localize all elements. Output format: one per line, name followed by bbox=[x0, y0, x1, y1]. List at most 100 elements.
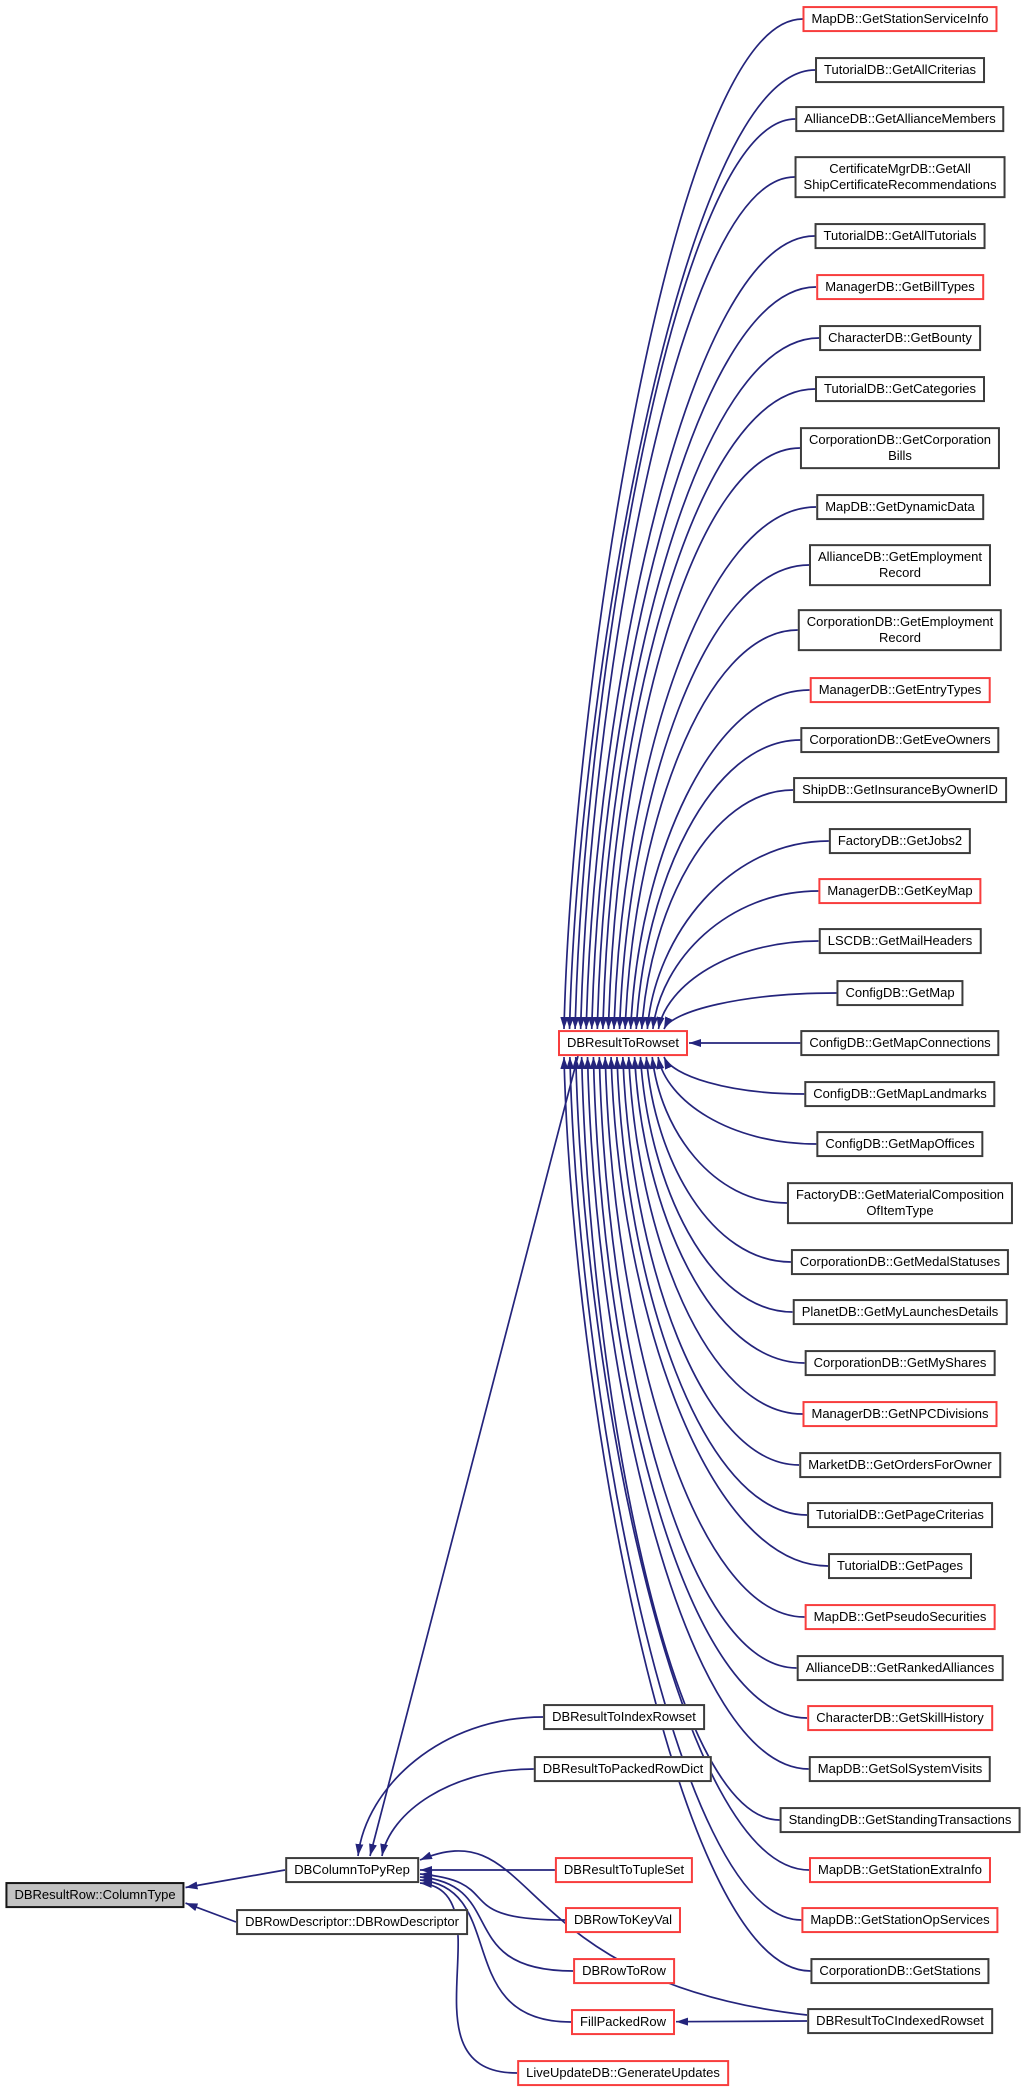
graph-node-idxrowset[interactable]: DBResultToIndexRowset bbox=[543, 1704, 705, 1730]
graph-node-packeddict[interactable]: DBResultToPackedRowDict bbox=[533, 1756, 713, 1782]
graph-node-corpemp[interactable]: CorporationDB::GetEmployment Record bbox=[797, 609, 1003, 651]
graph-node-allcrit[interactable]: TutorialDB::GetAllCriterias bbox=[815, 57, 985, 83]
graph-node-certrec[interactable]: CertificateMgrDB::GetAll ShipCertificateR… bbox=[794, 156, 1006, 198]
graph-node-label: MapDB::GetStationOpServices bbox=[810, 1912, 990, 1928]
graph-node-pages[interactable]: TutorialDB::GetPages bbox=[828, 1553, 972, 1579]
graph-node-label: Record bbox=[879, 630, 921, 645]
graph-node-label: TutorialDB::GetAllCriterias bbox=[824, 62, 976, 78]
graph-node-orders[interactable]: MarketDB::GetOrdersForOwner bbox=[799, 1452, 1001, 1478]
call-edge bbox=[599, 388, 816, 1030]
graph-node-extrainfo[interactable]: MapDB::GetStationExtraInfo bbox=[808, 1857, 992, 1883]
graph-node-stations[interactable]: CorporationDB::GetStations bbox=[810, 1958, 990, 1984]
graph-node-tupleset[interactable]: DBResultToTupleSet bbox=[554, 1857, 694, 1883]
graph-node-matcomp[interactable]: FactoryDB::GetMaterialComposition OfItemT… bbox=[786, 1182, 1014, 1224]
graph-node-pyrep[interactable]: DBColumnToPyRep bbox=[285, 1857, 419, 1883]
call-edge bbox=[572, 1056, 810, 1871]
graph-node-mailheaders[interactable]: LSCDB::GetMailHeaders bbox=[818, 928, 982, 954]
call-edge bbox=[560, 1056, 811, 1972]
graph-node-label: ConfigDB::GetMap bbox=[845, 985, 955, 1001]
graph-node-rowtorow[interactable]: DBRowToRow bbox=[573, 1958, 675, 1984]
graph-node-label: MapDB::GetStationExtraInfo bbox=[817, 1862, 983, 1878]
graph-node-corpbills[interactable]: CorporationDB::GetCorporation Bills bbox=[799, 427, 1001, 469]
graph-node-eveowners[interactable]: CorporationDB::GetEveOwners bbox=[800, 727, 1000, 753]
graph-node-launches[interactable]: PlanetDB::GetMyLaunchesDetails bbox=[792, 1299, 1008, 1325]
graph-node-opservices[interactable]: MapDB::GetStationOpServices bbox=[801, 1907, 999, 1933]
graph-node-label: DBResultToTupleSet bbox=[563, 1862, 685, 1878]
call-edge bbox=[631, 1056, 805, 1364]
graph-node-label: Bills bbox=[888, 448, 912, 463]
graph-node-mapland[interactable]: ConfigDB::GetMapLandmarks bbox=[804, 1081, 996, 1107]
graph-node-label: FillPackedRow bbox=[580, 2014, 666, 2030]
graph-node-label: CharacterDB::GetSkillHistory bbox=[816, 1710, 984, 1726]
graph-node-myshares[interactable]: CorporationDB::GetMyShares bbox=[804, 1350, 996, 1376]
graph-node-ranked[interactable]: AllianceDB::GetRankedAlliances bbox=[796, 1655, 1004, 1681]
graph-node-npcdiv[interactable]: ManagerDB::GetNPCDivisions bbox=[802, 1401, 998, 1427]
graph-node-label: ConfigDB::GetMapLandmarks bbox=[813, 1086, 987, 1102]
call-edge bbox=[656, 940, 819, 1030]
call-edge bbox=[644, 840, 830, 1030]
graph-node-entrytypes[interactable]: ManagerDB::GetEntryTypes bbox=[809, 677, 991, 703]
graph-node-label: MapDB::GetPseudoSecurities bbox=[813, 1609, 987, 1625]
graph-node-label: StandingDB::GetStandingTransactions bbox=[788, 1812, 1012, 1828]
graph-node-allemp[interactable]: AllianceDB::GetEmployment Record bbox=[808, 544, 992, 586]
graph-node-solvisits[interactable]: MapDB::GetSolSystemVisits bbox=[808, 1756, 992, 1782]
graph-node-pseudosec[interactable]: MapDB::GetPseudoSecurities bbox=[804, 1604, 996, 1630]
call-edge bbox=[355, 1716, 544, 1857]
graph-node-keymap[interactable]: ManagerDB::GetKeyMap bbox=[818, 878, 982, 904]
call-edge bbox=[663, 1056, 805, 1095]
graph-node-fillpacked[interactable]: FillPackedRow bbox=[571, 2009, 675, 2035]
graph-node-label: AllianceDB::GetEmployment bbox=[817, 549, 983, 565]
call-edge bbox=[663, 992, 837, 1030]
graph-node-insurance[interactable]: ShipDB::GetInsuranceByOwnerID bbox=[793, 777, 1007, 803]
edge-group bbox=[185, 18, 837, 2074]
graph-node-billtypes[interactable]: ManagerDB::GetBillTypes bbox=[816, 274, 984, 300]
graph-node-jobs2[interactable]: FactoryDB::GetJobs2 bbox=[828, 828, 972, 854]
graph-node-genupdates[interactable]: LiveUpdateDB::GenerateUpdates bbox=[517, 2060, 729, 2086]
graph-node-label: DBResultToIndexRowset bbox=[552, 1709, 696, 1725]
graph-node-label: TutorialDB::GetPageCriterias bbox=[816, 1507, 984, 1523]
graph-node-label: DBResultToCIndexedRowset bbox=[816, 2013, 984, 2029]
graph-node-mapconn[interactable]: ConfigDB::GetMapConnections bbox=[800, 1030, 1000, 1056]
graph-node-label: CorporationDB::GetEveOwners bbox=[809, 732, 991, 748]
call-edge bbox=[419, 1880, 518, 2074]
graph-node-label: ManagerDB::GetNPCDivisions bbox=[811, 1406, 989, 1422]
call-edge bbox=[632, 739, 801, 1030]
graph-node-label: MapDB::GetStationServiceInfo bbox=[811, 11, 989, 27]
graph-node-label: PlanetDB::GetMyLaunchesDetails bbox=[801, 1304, 999, 1320]
call-edge bbox=[589, 1056, 808, 1719]
graph-node-getmap[interactable]: ConfigDB::GetMap bbox=[836, 980, 964, 1006]
graph-node-rowdesc[interactable]: DBRowDescriptor::DBRowDescriptor bbox=[236, 1909, 468, 1935]
graph-node-standing[interactable]: StandingDB::GetStandingTransactions bbox=[779, 1807, 1021, 1833]
graph-node-keyval[interactable]: DBRowToKeyVal bbox=[564, 1907, 682, 1933]
graph-node-label: DBRowDescriptor::DBRowDescriptor bbox=[245, 1914, 459, 1930]
graph-node-allmembers[interactable]: AllianceDB::GetAllianceMembers bbox=[795, 106, 1005, 132]
call-edge bbox=[615, 564, 810, 1030]
graph-node-medal[interactable]: CorporationDB::GetMedalStatuses bbox=[790, 1249, 1010, 1275]
graph-node-label: DBRowToKeyVal bbox=[573, 1912, 673, 1928]
graph-node-svcinfo[interactable]: MapDB::GetStationServiceInfo bbox=[802, 6, 998, 32]
call-edge bbox=[619, 1056, 800, 1466]
call-edge bbox=[593, 337, 820, 1030]
graph-node-label: LSCDB::GetMailHeaders bbox=[827, 933, 973, 949]
graph-node-label: CertificateMgrDB::GetAll bbox=[829, 161, 971, 177]
graph-node-label: FactoryDB::GetJobs2 bbox=[837, 833, 963, 849]
graph-node-alltut[interactable]: TutorialDB::GetAllTutorials bbox=[814, 223, 986, 249]
graph-node-rowset[interactable]: DBResultToRowset bbox=[558, 1030, 688, 1056]
graph-node-label: MapDB::GetSolSystemVisits bbox=[817, 1761, 983, 1777]
graph-node-columntype: DBResultRow::ColumnType bbox=[5, 1882, 185, 1908]
graph-node-pagecrit[interactable]: TutorialDB::GetPageCriterias bbox=[807, 1502, 993, 1528]
graph-node-skillhist[interactable]: CharacterDB::GetSkillHistory bbox=[807, 1705, 993, 1731]
graph-node-label: Record bbox=[879, 565, 921, 580]
graph-node-label: TutorialDB::GetAllTutorials bbox=[823, 228, 977, 244]
call-edge bbox=[607, 1056, 829, 1567]
call-edge bbox=[588, 286, 817, 1030]
graph-node-mapoff[interactable]: ConfigDB::GetMapOffices bbox=[816, 1131, 984, 1157]
graph-node-cindexed[interactable]: DBResultToCIndexedRowset bbox=[807, 2008, 993, 2034]
graph-node-label: ConfigDB::GetMapOffices bbox=[825, 1136, 975, 1152]
graph-node-dyndata[interactable]: MapDB::GetDynamicData bbox=[816, 494, 984, 520]
graph-node-label: DBColumnToPyRep bbox=[294, 1862, 410, 1878]
graph-node-label: ConfigDB::GetMapConnections bbox=[809, 1035, 991, 1051]
graph-node-bounty[interactable]: CharacterDB::GetBounty bbox=[819, 325, 981, 351]
graph-node-categories[interactable]: TutorialDB::GetCategories bbox=[815, 376, 985, 402]
